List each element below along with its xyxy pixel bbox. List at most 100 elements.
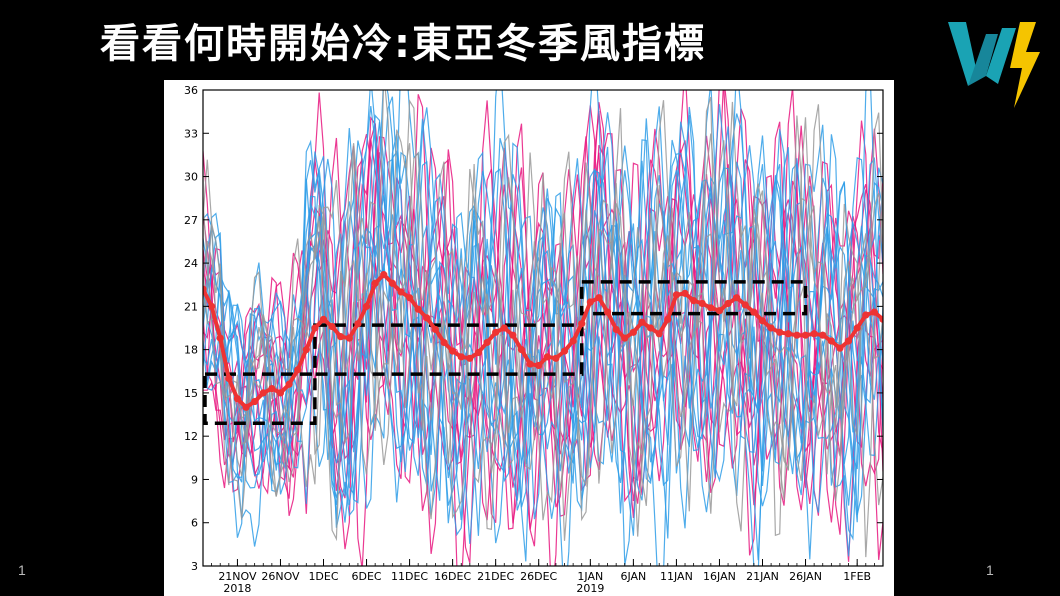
- logo-bolt: [1010, 22, 1040, 108]
- series-point-0-77: [862, 311, 870, 319]
- series-point-0-22: [388, 279, 396, 287]
- series-point-0-1: [208, 302, 216, 310]
- series-point-0-34: [492, 328, 500, 336]
- ensemble-member-line-25: [203, 101, 883, 541]
- x-tick-label-11: 16JAN: [703, 570, 736, 583]
- series-point-0-76: [853, 324, 861, 332]
- series-point-0-23: [397, 288, 405, 296]
- highlight-box-1: [313, 323, 584, 376]
- series-point-0-71: [810, 330, 818, 338]
- series-point-0-48: [612, 325, 620, 334]
- series-point-0-31: [466, 354, 474, 362]
- x-tick-label-5: 16DEC: [434, 570, 471, 583]
- series-point-0-28: [440, 338, 448, 347]
- series-point-0-18: [354, 320, 362, 328]
- series-point-0-44: [578, 320, 586, 328]
- chart-panel: 3 6 9 12 15 18 21 24 27 30 33 36 21NOV 2018 26NOV 1DEC 6…: [164, 80, 894, 596]
- series-point-0-60: [715, 307, 724, 315]
- x-tick-label-0: 21NOV: [218, 570, 257, 583]
- y-tick-label-2: 9: [191, 473, 198, 486]
- series-point-0-3: [225, 374, 233, 383]
- series-point-0-53: [655, 330, 663, 338]
- series-point-0-52: [646, 324, 655, 332]
- y-tick-label-4: 15: [184, 387, 198, 400]
- series-point-0-25: [414, 305, 422, 313]
- x-tick-label-2: 1DEC: [308, 570, 338, 583]
- x-tick-label-7: 26DEC: [520, 570, 557, 583]
- series-point-0-41: [552, 354, 560, 362]
- series-point-0-36: [509, 331, 517, 339]
- series-point-0-24: [405, 294, 414, 302]
- series-point-0-51: [638, 318, 646, 326]
- series-point-0-10: [285, 380, 293, 388]
- series-layer: [203, 271, 883, 411]
- series-point-0-5: [242, 403, 250, 411]
- series-point-0-75: [844, 337, 853, 345]
- series-point-0-67: [776, 328, 784, 336]
- y-tick-label-11: 36: [184, 84, 198, 97]
- series-point-0-68: [784, 330, 792, 338]
- x-tick-year-8: 2019: [576, 582, 604, 595]
- series-point-0-55: [672, 291, 681, 299]
- ensemble-member-line-22: [203, 133, 883, 506]
- series-point-0-62: [733, 294, 741, 302]
- ensemble-member-line-3: [203, 90, 883, 566]
- ensemble-member-line-15: [203, 114, 883, 519]
- logo: [946, 16, 1046, 112]
- x-tick-label-13: 26JAN: [789, 570, 822, 583]
- y-tick-label-7: 24: [184, 257, 198, 270]
- x-tick-label-8: 1JAN: [577, 570, 603, 583]
- x-tick-year-0: 2018: [223, 582, 251, 595]
- series-point-0-65: [758, 317, 767, 325]
- x-tick-label-4: 11DEC: [391, 570, 428, 583]
- slide-title: 看看何時開始冷:東亞冬季風指標: [100, 21, 706, 67]
- plot-frame: [202, 89, 884, 567]
- series-point-0-19: [362, 302, 371, 310]
- logo-w-right: [986, 28, 1016, 84]
- series-point-0-20: [371, 279, 379, 287]
- series-point-0-32: [474, 348, 483, 357]
- x-tick-label-3: 6DEC: [351, 570, 381, 583]
- series-point-0-64: [750, 308, 758, 316]
- series-point-0-8: [268, 384, 276, 393]
- series-point-0-61: [724, 299, 732, 308]
- series-point-0-42: [560, 347, 569, 355]
- series-point-0-35: [500, 324, 508, 332]
- series-point-0-49: [621, 334, 629, 342]
- series-point-0-57: [690, 296, 698, 305]
- y-tick-label-6: 21: [184, 300, 198, 313]
- page-number-left: 1: [18, 562, 26, 578]
- series-point-0-46: [595, 294, 603, 302]
- highlight-box-0: [203, 372, 317, 425]
- w-lightning-logo-icon: [948, 22, 1040, 108]
- ensemble-member-line-20: [203, 121, 883, 497]
- x-tick-label-6: 21DEC: [477, 570, 514, 583]
- series-point-0-7: [259, 389, 267, 397]
- x-tick-label-12: 21JAN: [746, 570, 779, 583]
- highlight-box-2: [579, 280, 808, 316]
- series-point-0-11: [294, 366, 302, 374]
- series-point-0-58: [698, 299, 706, 308]
- ensemble-layer: [203, 90, 883, 566]
- series-point-0-72: [819, 331, 827, 339]
- series-point-0-33: [483, 338, 491, 347]
- series-point-0-56: [681, 289, 689, 297]
- series-point-0-17: [345, 334, 353, 342]
- series-point-0-14: [319, 315, 328, 323]
- series-point-0-26: [423, 314, 431, 322]
- series-point-0-69: [793, 331, 801, 339]
- y-tick-label-1: 6: [191, 517, 198, 530]
- series-point-0-12: [302, 346, 310, 354]
- series-point-0-16: [337, 333, 345, 341]
- y-tick-label-5: 18: [184, 344, 198, 357]
- x-tick-label-14: 1FEB: [843, 570, 871, 583]
- y-tick-label-0: 3: [191, 560, 198, 573]
- x-tick-label-10: 11JAN: [660, 570, 693, 583]
- series-point-0-40: [543, 353, 551, 361]
- series-point-0-66: [767, 324, 775, 332]
- series-point-0-78: [870, 308, 878, 316]
- series-point-0-37: [517, 346, 526, 354]
- y-tick-label-10: 33: [184, 127, 198, 140]
- series-point-0-13: [311, 324, 319, 332]
